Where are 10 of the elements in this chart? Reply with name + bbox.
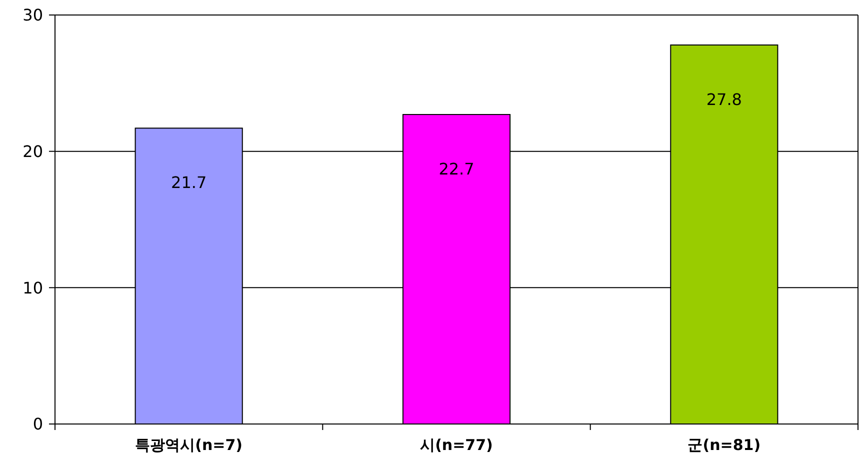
y-tick-label: 30: [22, 6, 43, 25]
data-label: 27.8: [706, 90, 742, 109]
data-label: 22.7: [438, 160, 474, 179]
x-tick-label: 특광역시(n=7): [135, 436, 243, 454]
x-tick-label: 시(n=77): [420, 436, 493, 454]
data-label: 21.7: [171, 173, 207, 192]
x-tick-label: 군(n=81): [688, 436, 761, 454]
y-tick-label: 20: [22, 142, 43, 161]
y-tick-label: 0: [32, 414, 43, 434]
y-tick-label: 10: [22, 278, 43, 298]
